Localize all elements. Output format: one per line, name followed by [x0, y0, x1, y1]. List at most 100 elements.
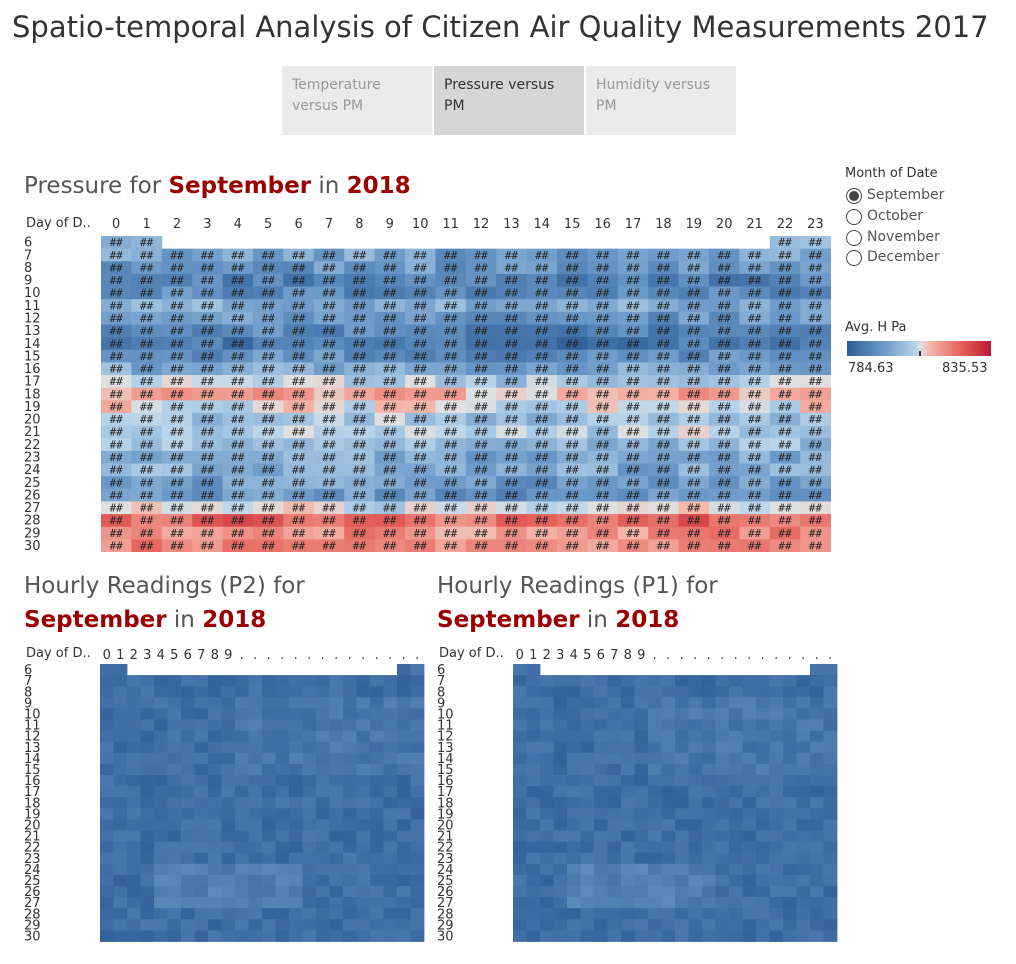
reading-cell[interactable]: [580, 786, 595, 798]
reading-cell[interactable]: [513, 819, 527, 831]
pressure-cell[interactable]: [557, 387, 588, 401]
reading-cell[interactable]: [648, 686, 662, 698]
reading-cell[interactable]: [113, 841, 128, 854]
reading-cell[interactable]: [810, 852, 824, 865]
pressure-cell[interactable]: [648, 337, 679, 351]
reading-cell[interactable]: [715, 819, 730, 831]
pressure-cell[interactable]: [557, 463, 588, 477]
reading-cell[interactable]: [580, 874, 595, 887]
reading-cell[interactable]: [634, 763, 649, 776]
tab-temperature-versus-pm[interactable]: Temperature versus PM: [282, 66, 432, 135]
pressure-cell[interactable]: [192, 248, 223, 262]
reading-cell[interactable]: [167, 919, 182, 931]
reading-cell[interactable]: [715, 741, 730, 754]
reading-cell[interactable]: [248, 752, 263, 765]
reading-cell[interactable]: [410, 852, 425, 865]
reading-cell[interactable]: [526, 775, 541, 787]
pressure-cell[interactable]: [557, 412, 588, 426]
reading-cell[interactable]: [810, 675, 824, 687]
reading-cell[interactable]: [796, 741, 811, 754]
reading-cell[interactable]: [823, 841, 838, 854]
reading-cell[interactable]: [621, 830, 635, 843]
pressure-cell[interactable]: [192, 412, 223, 426]
pressure-cell[interactable]: [496, 387, 527, 401]
reading-cell[interactable]: [383, 897, 398, 909]
reading-cell[interactable]: [221, 752, 236, 765]
reading-cell[interactable]: [100, 741, 114, 754]
pressure-cell[interactable]: [222, 337, 254, 351]
pressure-cell[interactable]: [769, 286, 801, 300]
reading-cell[interactable]: [113, 763, 128, 776]
reading-cell[interactable]: [553, 797, 568, 809]
reading-cell[interactable]: [343, 763, 357, 776]
reading-cell[interactable]: [370, 886, 384, 898]
reading-cell[interactable]: [607, 775, 622, 787]
reading-cell[interactable]: [167, 841, 182, 854]
reading-cell[interactable]: [248, 797, 263, 809]
reading-cell[interactable]: [688, 763, 703, 776]
reading-cell[interactable]: [343, 819, 357, 831]
reading-cell[interactable]: [100, 719, 114, 732]
pressure-cell[interactable]: [769, 273, 801, 287]
pressure-cell[interactable]: [709, 412, 740, 426]
pressure-cell[interactable]: [101, 400, 132, 414]
reading-cell[interactable]: [702, 741, 716, 754]
reading-cell[interactable]: [221, 808, 236, 820]
reading-cell[interactable]: [526, 719, 541, 732]
pressure-cell[interactable]: [648, 273, 679, 287]
reading-cell[interactable]: [796, 908, 811, 920]
pressure-cell[interactable]: [374, 488, 406, 502]
pressure-cell[interactable]: [678, 488, 710, 502]
pressure-cell[interactable]: [739, 286, 771, 300]
reading-cell[interactable]: [634, 675, 649, 687]
pressure-cell[interactable]: [313, 450, 345, 464]
reading-cell[interactable]: [729, 919, 743, 931]
reading-cell[interactable]: [289, 686, 303, 698]
pressure-cell[interactable]: [465, 375, 497, 389]
reading-cell[interactable]: [756, 797, 770, 809]
pressure-heatmap[interactable]: 0 1 2 3 4 5 6 7 8 9 10 11 12 13 14 15 16 17 18 19 20 21 22 236 #…: [0, 212, 840, 552]
pressure-cell[interactable]: [769, 387, 801, 401]
reading-cell[interactable]: [648, 719, 662, 732]
reading-cell[interactable]: [370, 863, 384, 876]
reading-cell[interactable]: [410, 897, 425, 909]
reading-cell[interactable]: [140, 708, 155, 720]
pressure-cell[interactable]: [405, 425, 436, 439]
pressure-cell[interactable]: [344, 501, 375, 515]
reading-cell[interactable]: [289, 797, 303, 809]
pressure-cell[interactable]: [496, 273, 527, 287]
reading-cell[interactable]: [796, 874, 811, 887]
reading-cell[interactable]: [329, 719, 344, 732]
reading-cell[interactable]: [275, 830, 290, 843]
pressure-cell[interactable]: [800, 261, 831, 275]
reading-cell[interactable]: [370, 819, 384, 831]
reading-cell[interactable]: [383, 708, 398, 720]
reading-cell[interactable]: [397, 930, 411, 942]
reading-cell[interactable]: [167, 697, 182, 709]
pressure-cell[interactable]: [222, 463, 254, 477]
pressure-cell[interactable]: [769, 261, 801, 275]
reading-cell[interactable]: [100, 897, 114, 909]
pressure-cell[interactable]: [800, 438, 831, 452]
pressure-cell[interactable]: [222, 488, 254, 502]
pressure-cell[interactable]: [253, 324, 284, 338]
pressure-cell[interactable]: [313, 425, 345, 439]
pressure-cell[interactable]: [739, 261, 771, 275]
pressure-cell[interactable]: [648, 501, 679, 515]
reading-cell[interactable]: [634, 830, 649, 843]
pressure-cell[interactable]: [678, 400, 710, 414]
reading-cell[interactable]: [410, 719, 425, 732]
reading-cell[interactable]: [567, 852, 581, 865]
reading-cell[interactable]: [100, 675, 114, 687]
reading-cell[interactable]: [410, 830, 425, 843]
reading-cell[interactable]: [621, 863, 635, 876]
reading-cell[interactable]: [127, 763, 141, 776]
reading-cell[interactable]: [661, 841, 676, 854]
reading-cell[interactable]: [580, 908, 595, 920]
reading-cell[interactable]: [553, 697, 568, 709]
reading-cell[interactable]: [329, 730, 344, 743]
pressure-cell[interactable]: [587, 526, 619, 540]
reading-cell[interactable]: [756, 686, 770, 698]
pressure-cell[interactable]: [101, 476, 132, 490]
reading-cell[interactable]: [783, 719, 797, 732]
